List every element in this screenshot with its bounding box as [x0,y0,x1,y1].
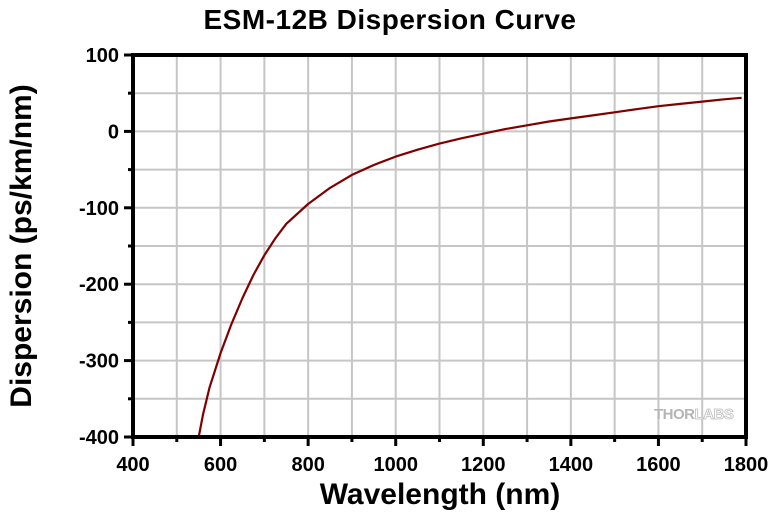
y-tick-label: -300 [79,351,119,373]
x-axis-label: Wavelength (nm) [319,478,561,511]
grid [133,55,746,437]
chart-title: ESM-12B Dispersion Curve [203,4,577,35]
x-tick-label: 1000 [373,454,418,476]
y-tick-label: 0 [108,121,119,143]
dispersion-curve [197,96,742,438]
tick-labels: -400 -300 -200 -100 0 100 400 600 800 1000 1200 140… [79,45,768,476]
y-tick-label: 100 [86,45,119,67]
logo-part-labs: LABS [694,406,734,424]
y-tick-label: -100 [79,198,119,220]
x-tick-label: 1200 [461,454,506,476]
x-tick-label: 800 [291,454,324,476]
x-tick-label: 1600 [636,454,681,476]
logo-part-thor: THOR [654,406,695,423]
x-tick-label: 1800 [724,454,769,476]
thorlabs-logo: THORLABS [654,406,734,424]
y-tick-label: -400 [79,427,119,449]
ticks [124,53,748,446]
y-tick-label: -200 [79,274,119,296]
x-tick-label: 600 [204,454,237,476]
x-tick-label: 1400 [549,454,594,476]
curve-layer [197,96,742,438]
y-axis-label: Dispersion (ps/km/nm) [5,84,38,408]
x-tick-label: 400 [116,454,149,476]
